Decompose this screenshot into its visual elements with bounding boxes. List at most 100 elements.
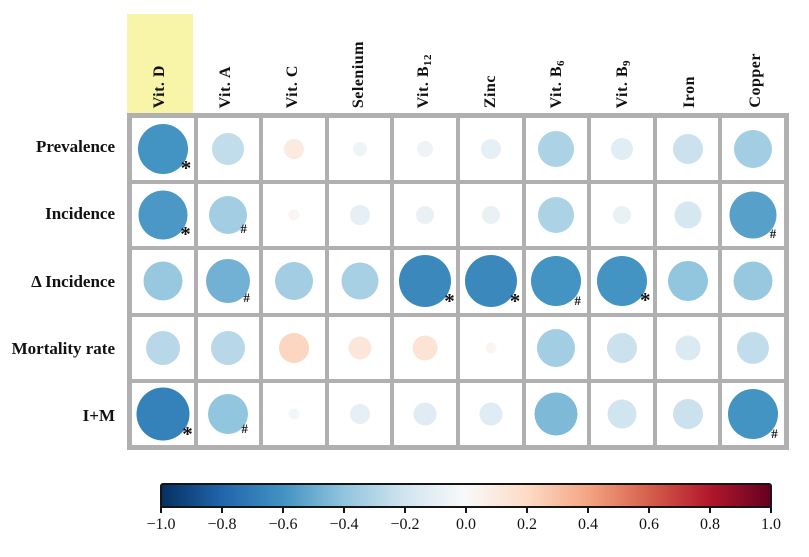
row-label-i-m: I+M [82, 406, 115, 426]
significance-marker: # [241, 420, 248, 436]
correlation-bubble [534, 392, 578, 436]
colorbar-tick-mark [648, 506, 650, 513]
correlation-bubble [479, 402, 503, 426]
colorbar-tick-mark [343, 506, 345, 513]
matrix-cell-incidence-vit-b6 [525, 184, 588, 247]
matrix-cell-i-m-selenium [328, 382, 391, 445]
matrix-cell-mortality-rate-zinc [459, 316, 522, 379]
matrix-cell-delta-incidence-zinc: * [459, 250, 522, 314]
column-header-vit-a: Vit. A [193, 14, 259, 113]
significance-marker: # [769, 225, 777, 241]
colorbar-tick-label: −1.0 [146, 516, 176, 533]
matrix-cell-incidence-zinc [459, 184, 522, 247]
column-header-label: Vit. D [151, 64, 169, 108]
matrix-cell-delta-incidence-selenium [328, 250, 391, 313]
matrix-cell-i-m-vit-c [263, 382, 325, 445]
matrix-cell-mortality-rate-vit-b6 [525, 316, 588, 379]
colorbar-tick-label: 0.8 [700, 516, 720, 533]
correlation-bubble [413, 402, 437, 426]
correlation-bubble [412, 335, 438, 361]
column-header-label: Iron [680, 76, 698, 108]
colorbar-tick-mark [770, 506, 772, 513]
column-header-label: Vit. C [283, 64, 301, 108]
significance-marker: # [243, 290, 250, 306]
matrix-cell-i-m-iron [656, 382, 719, 445]
matrix-cell-delta-incidence-vit-c [263, 250, 325, 313]
significance-marker: # [240, 221, 247, 237]
correlation-bubble [734, 130, 773, 169]
correlation-bubble [538, 197, 575, 234]
matrix-cell-prevalence-vit-c [263, 118, 325, 181]
matrix-cell-prevalence-vit-d: * [132, 118, 194, 181]
correlation-bubble [138, 190, 188, 240]
row-labels: Prevalence Incidence Δ Incidence Mortality … [0, 113, 121, 450]
colorbar-tick-label: −0.8 [207, 516, 237, 533]
matrix-cell-mortality-rate-iron [656, 316, 719, 379]
matrix-cell-i-m-vit-b6 [525, 382, 588, 445]
significance-marker: # [574, 293, 581, 309]
correlation-bubble [610, 138, 633, 161]
correlation-bubble [288, 209, 300, 221]
matrix-cell-delta-incidence-vit-d [132, 250, 194, 313]
correlation-bubble [464, 255, 517, 308]
correlation-bubble [672, 398, 703, 429]
column-header-iron: Iron [657, 14, 723, 113]
colorbar-tick-label: 0.6 [639, 516, 659, 533]
correlation-bubble [481, 206, 500, 225]
colorbar-tick-label: −0.4 [329, 516, 359, 533]
correlation-bubble [211, 330, 246, 365]
matrix-cell-delta-incidence-vit-b9: * [591, 250, 653, 313]
correlation-bubble [737, 331, 770, 364]
matrix-cell-delta-incidence-vit-a: # [197, 250, 260, 313]
matrix-cell-mortality-rate-vit-b9 [591, 316, 653, 379]
correlation-bubble [606, 332, 637, 363]
correlation-bubble [417, 141, 434, 158]
column-header-label: Zinc [482, 74, 500, 108]
correlation-bubble [531, 256, 582, 307]
correlation-bubble [278, 332, 309, 363]
matrix-cell-prevalence-copper [722, 118, 784, 181]
matrix-grid: * * # # # * * # * * # # [127, 113, 789, 450]
matrix-cell-i-m-vit-b9 [591, 382, 653, 445]
correlation-bubble [480, 139, 501, 160]
colorbar-tick-mark [221, 506, 223, 513]
matrix-cell-i-m-vit-a: # [197, 382, 260, 445]
colorbar-tick-mark [526, 506, 528, 513]
significance-marker: * [639, 288, 651, 313]
matrix-cell-prevalence-iron [656, 118, 719, 181]
colorbar-tick-mark [587, 506, 589, 513]
column-header-label: Vit. B12 [415, 53, 435, 108]
matrix-cell-i-m-zinc [459, 382, 522, 445]
significance-marker: * [509, 289, 521, 314]
correlation-bubble [538, 131, 575, 168]
correlation-bubble [208, 393, 249, 434]
matrix-cell-prevalence-selenium [328, 118, 391, 181]
matrix-cell-i-m-copper: # [722, 382, 784, 445]
correlation-bubble [209, 196, 248, 235]
correlation-bubble [674, 201, 702, 229]
column-header-selenium: Selenium [326, 14, 392, 113]
matrix-cell-prevalence-vit-b12 [394, 118, 456, 181]
correlation-bubble [212, 133, 245, 166]
row-label-incidence: Incidence [45, 204, 115, 224]
correlation-bubble [485, 342, 497, 354]
matrix-cell-delta-incidence-iron [656, 250, 719, 313]
correlation-bubble [137, 124, 188, 175]
colorbar-tick-label: 0.0 [456, 516, 476, 533]
correlation-bubble [733, 261, 773, 301]
column-header-copper: Copper [723, 14, 789, 113]
colorbar-tick-label: 1.0 [761, 516, 781, 533]
correlation-bubble [596, 256, 647, 307]
colorbar-tick-mark [465, 506, 467, 513]
column-header-label: Vit. A [217, 65, 235, 108]
colorbar-ticks: −1.0 −0.8 −0.6 −0.4 −0.2 0.0 0.2 0.4 0.6 0.8 1.0 [146, 506, 781, 546]
matrix-cell-delta-incidence-copper [722, 250, 784, 313]
column-header-label: Vit. B9 [613, 59, 634, 108]
correlation-bubble [675, 335, 701, 361]
correlation-bubble [349, 403, 370, 424]
colorbar-tick-label: 0.4 [578, 516, 598, 533]
correlation-bubble [729, 191, 777, 239]
correlation-bubble [667, 261, 708, 302]
matrix-cell-incidence-copper: # [722, 184, 784, 247]
matrix-cell-i-m-vit-d: * [132, 382, 194, 445]
